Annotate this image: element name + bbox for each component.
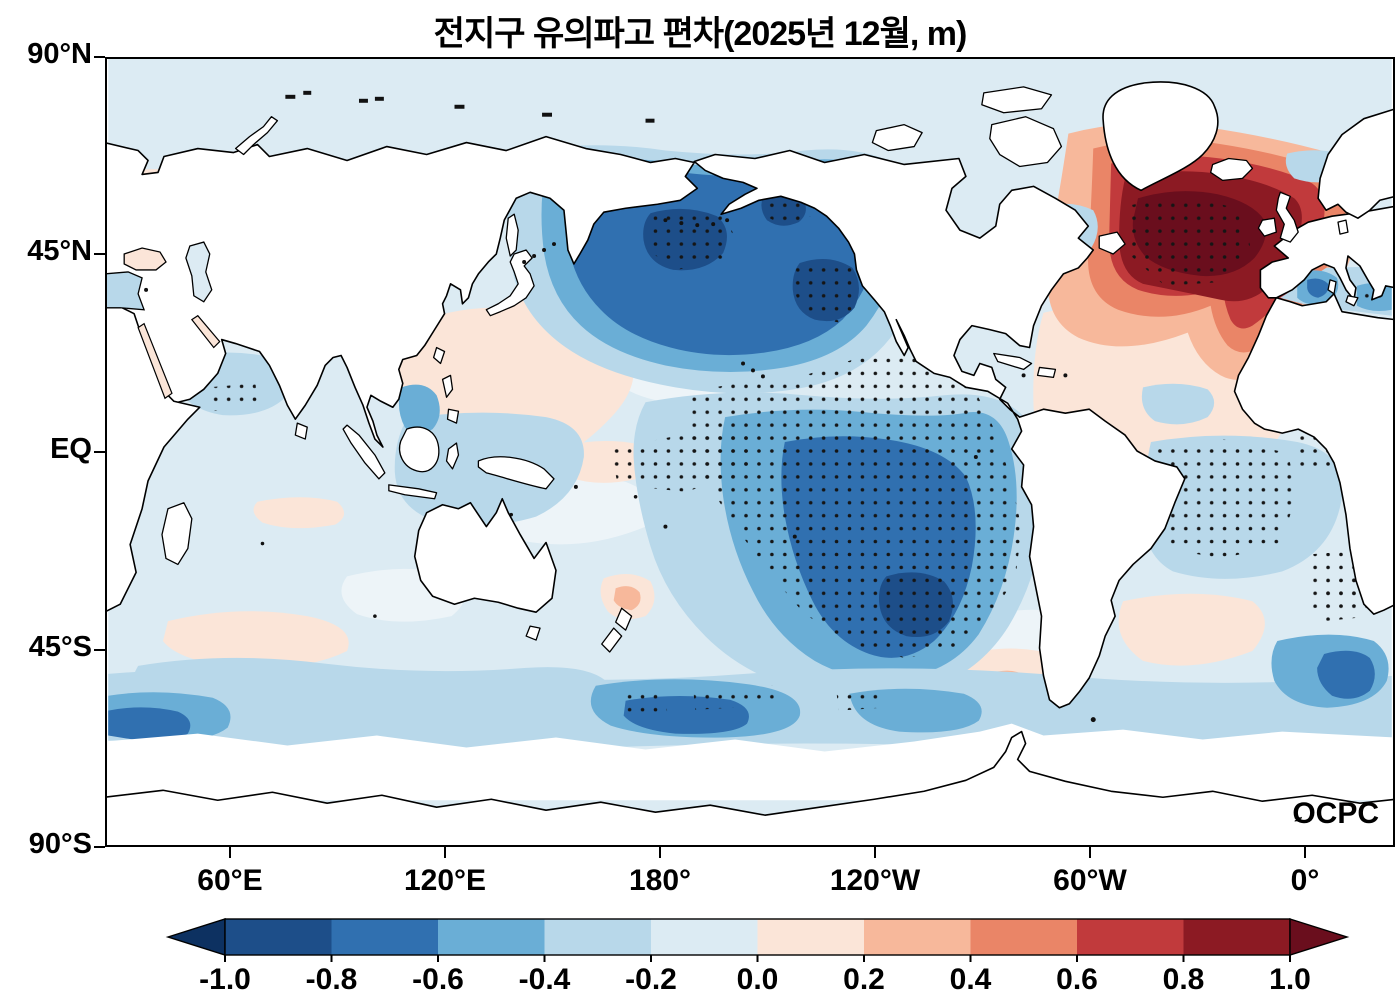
chart-title: 전지구 유의파고 편차(2025년 12월, m) [433,15,968,53]
y-tick-label: 45°S [28,631,92,663]
colorbar-tick-label: -0.8 [305,963,358,996]
colorbar-tick-label: -0.4 [518,963,571,996]
x-tick-mark [1304,847,1306,858]
no-data-band [107,723,1393,801]
greenland-landmass [1102,81,1219,192]
colorbar-tick-label: 0.8 [1162,963,1205,996]
x-tick-mark [229,847,231,858]
colorbar [165,918,1350,962]
x-tick-label: 60°E [197,864,263,897]
europe-landmass [1259,205,1393,301]
map-plot-area: ≈ OCPC [105,57,1395,847]
scandinavia-landmass [1317,108,1393,219]
x-tick-mark [1089,847,1091,858]
x-tick-label: 120°W [829,864,921,897]
y-tick-label: 90°N [27,38,92,70]
africa-west-landmass [1233,293,1393,615]
colorbar-tick-label: -0.2 [625,963,677,996]
y-tick-mark [94,846,105,848]
x-tick-label: 60°W [1053,864,1127,897]
colorbar-tick-label: 1.0 [1269,963,1311,996]
antarctica-landmass [107,730,1393,845]
australia-landmass [413,497,557,613]
y-tick-mark [94,451,105,453]
colorbar-tick-label: -1.0 [199,963,251,996]
colorbar-tick-label: 0.2 [843,963,885,996]
y-tick-mark [94,56,105,58]
x-tick-label: 120°E [403,864,487,897]
colorbar-tick-label: 0.0 [736,963,779,996]
americas-landmass [693,149,1186,709]
small-islands [144,90,1096,723]
y-tick-label: EQ [50,433,92,465]
eurasia-landmass [107,135,699,448]
world-anomaly-map [107,59,1393,845]
colorbar-tick-label: 0.4 [949,963,992,996]
x-tick-mark [659,847,661,858]
ocpc-logo: ≈ OCPC [1292,799,1379,829]
y-tick-label: 90°S [28,828,92,860]
colorbar-tick-label: -0.6 [412,963,464,996]
y-tick-mark [94,649,105,651]
y-tick-mark [94,253,105,255]
y-tick-label: 45°N [27,235,92,267]
ocpc-logo-text: OCPC [1292,797,1379,830]
x-tick-label: 180° [628,864,692,897]
x-tick-mark [874,847,876,858]
wave-icon: ≈ [1294,811,1302,827]
x-tick-label: 0° [1290,864,1320,897]
continents-layer [107,81,1393,845]
x-tick-mark [444,847,446,858]
colorbar-tick-label: 0.6 [1056,963,1098,996]
africa-landmass [107,306,201,612]
islands-layer [107,86,1359,723]
